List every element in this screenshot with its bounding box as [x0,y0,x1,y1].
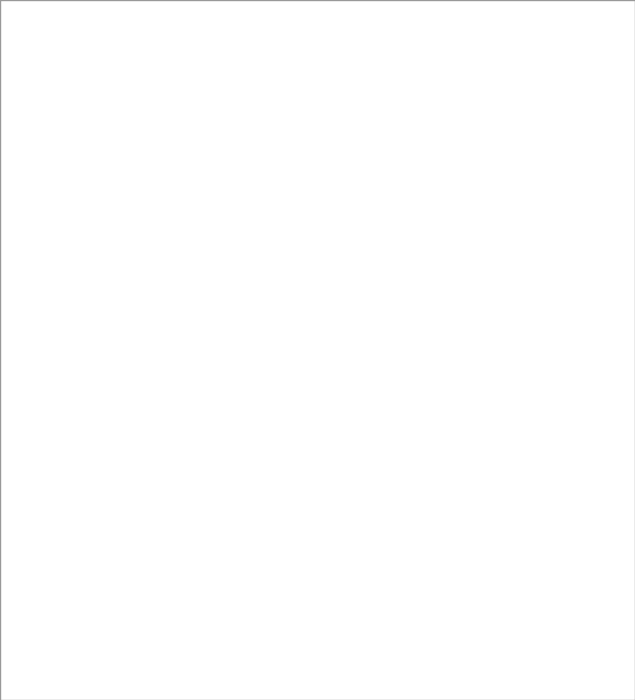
Text: Positiv
søknadsbehandlin: Positiv søknadsbehandlin [231,382,309,401]
Text: Elevenes vurdering av trivsel: Elevenes vurdering av trivsel [100,454,257,463]
Text: –   Elev-undersøkelsen 7.trinn: – Elev-undersøkelsen 7.trinn [94,202,224,211]
Text: Det skal være nok
skoleplasser til
alle elever i
nærmiljøet: Det skal være nok skoleplasser til alle … [3,635,86,675]
Text: Ny 2017: Ny 2017 [543,57,584,66]
Text: < 2,8 %: < 2,8 % [253,226,288,235]
Text: Negativ
søknadsbehandlin: Negativ søknadsbehandlin [410,382,488,401]
Bar [315,311,405,412]
Bar [492,0,635,305]
Bar [0,311,90,412]
Text: Paviljonger: Paviljonger [246,654,294,663]
Text: Alle skoler skal
jobbe mot
koncrete faglige
mål med
utgangspunkt i
skolens og
el: Alle skoler skal jobbe mot koncrete fagl… [3,112,76,193]
Text: 4,7 %: 4,7 % [551,202,577,211]
Text: 3,2 - 2,9 %: 3,2 - 2,9 % [337,202,384,211]
Text: 80-60%: 80-60% [343,80,377,89]
Text: 80 - 60 %: 80 - 60 % [339,480,381,489]
Text: 80 - 60 %: 80 - 60 % [339,558,381,567]
Bar [0,305,635,311]
Bar [90,0,225,305]
Bar [225,0,315,305]
Bar [315,0,405,305]
Text: Alle privatskolesøknder skal
møtes med velvilje såfremt
dette skjer innenfor lov: Alle privatskolesøknder skal møtes med v… [94,315,248,367]
Text: Elevers subjektive
opplevelse av mobbing: Elevers subjektive opplevelse av mobbing [100,174,223,192]
Bar [90,610,225,700]
Text: Paviljonger: Paviljonger [424,654,472,663]
Text: < 2,9 %: < 2,9 % [253,202,288,211]
Text: <60 %: <60 % [434,80,464,89]
Text: 100 - 81 %: 100 - 81 % [246,480,294,489]
Bar [405,311,492,412]
Text: < 60 %: < 60 % [432,132,465,141]
Text: 3,1 - 2,8 %: 3,1 - 2,8 % [337,226,384,235]
Text: 6-8: 6-8 [441,680,456,689]
Text: Manglende
avklaring: Manglende avklaring [336,382,384,401]
Bar [225,311,315,412]
Bar [0,0,635,305]
Text: Ny 2017: Ny 2017 [543,387,584,396]
Bar [90,311,225,412]
Text: Alle elever med nedsatt
funksjonsevne trives i et trygt: Alle elever med nedsatt funksjonsevne tr… [94,424,257,443]
Text: Evaluering i regi av Frydenhaug: Evaluering i regi av Frydenhaug [100,480,239,489]
Text: Alle elever får utfordringer: Alle elever får utfordringer [100,505,244,515]
Bar [0,419,90,603]
Text: 80-60%: 80-60% [343,155,377,164]
Text: 80 - 60 %: 80 - 60 % [339,57,381,66]
Text: < 60 %: < 60 % [432,57,465,66]
Bar [90,419,225,603]
Bar [492,419,635,603]
Bar [405,0,492,305]
Text: Antall midlertidige paviljonger som
kapasitetsbuffer for elevtallsvekst: Antall midlertidige paviljonger som kapa… [94,675,242,694]
Bar [0,412,635,419]
Text: < 60 %: < 60 % [432,480,465,489]
Bar [225,610,315,700]
Bar [0,419,635,603]
Text: Evaluering i regi av Frydenhaug: Evaluering i regi av Frydenhaug [100,558,239,567]
Text: Paviljonger: Paviljonger [336,654,384,663]
Bar [492,311,635,412]
Text: Ny 2017: Ny 2017 [543,80,584,89]
Text: Ny 2017: Ny 2017 [543,132,584,141]
Bar [492,195,635,218]
Bar [405,610,492,700]
Text: Ny 2017: Ny 2017 [543,480,584,489]
Bar [0,311,635,412]
Text: –   Elevundersøkelsen 10. trinn: – Elevundersøkelsen 10. trinn [94,80,229,89]
Text: Andel positive behandlinger: Andel positive behandlinger [100,387,223,396]
Bar [0,610,90,700]
Bar [492,610,635,700]
Text: < 60 %: < 60 % [432,558,465,567]
Text: 100 - 81 %: 100 - 81 % [246,132,294,141]
Text: Elevundersøkelsen 7. trinn: Elevundersøkelsen 7. trinn [100,132,217,141]
Text: 100 - 81 %: 100 - 81 % [246,57,294,66]
Text: Spesialskoletilbud
skal sørge for at
elever med
nedsatt
funksjonsevne
oppfyller : Spesialskoletilbud skal sørge for at ele… [3,454,82,568]
Bar [0,603,635,610]
Text: Elevenes vurdering av trivsel: Elevenes vurdering av trivsel [100,35,257,44]
Text: Elevundersøkelsen 10. trinn: Elevundersøkelsen 10. trinn [100,155,222,164]
Text: 80 - 60 %: 80 - 60 % [339,132,381,141]
Bar [492,218,635,242]
Text: > 3,3 %: > 3,3 % [431,202,466,211]
Text: –   Elevundersøkelsen 7. trinn: – Elevundersøkelsen 7. trinn [94,57,223,66]
Text: Ny 2017: Ny 2017 [543,558,584,567]
Bar [0,0,90,305]
Bar [315,610,405,700]
Text: Ny 2017: Ny 2017 [543,155,584,164]
Text: <60 %: <60 % [434,155,464,164]
Bar [225,419,315,603]
Text: Elevenes vurderinger av
faglige utfordringer og støtte: Elevenes vurderinger av faglige utfordri… [100,101,258,120]
Bar [405,419,492,603]
Text: Ny 2017: Ny 2017 [543,680,584,689]
Text: –   Elev-undersøkelsen 10.trinn: – Elev-undersøkelsen 10.trinn [94,226,229,235]
Text: Elevene skal
kunne velge
mellom ulike
pedagogiske
skoletilbud: Elevene skal kunne velge mellom ulike pe… [3,337,61,387]
Bar [315,419,405,603]
Text: 100 - 81 %: 100 - 81 % [246,558,294,567]
Text: Alle elever i Drammen skal få
gå på nærskole som sitt
førstevalg: Alle elever i Drammen skal få gå på nærs… [94,614,251,645]
Text: > 3,2 %: > 3,2 % [431,226,466,235]
Text: 3-5: 3-5 [353,680,367,689]
Text: 0-2: 0-2 [263,680,277,689]
Text: Alle elever trives i et trygt
læringsmiljø med: Alle elever trives i et trygt læringsmil… [94,4,241,26]
Text: 4,9 %: 4,9 % [551,226,577,235]
Text: 100 - 81%: 100 - 81% [248,80,293,89]
Bar [0,610,635,700]
Text: 100 - 81%: 100 - 81% [248,155,293,164]
